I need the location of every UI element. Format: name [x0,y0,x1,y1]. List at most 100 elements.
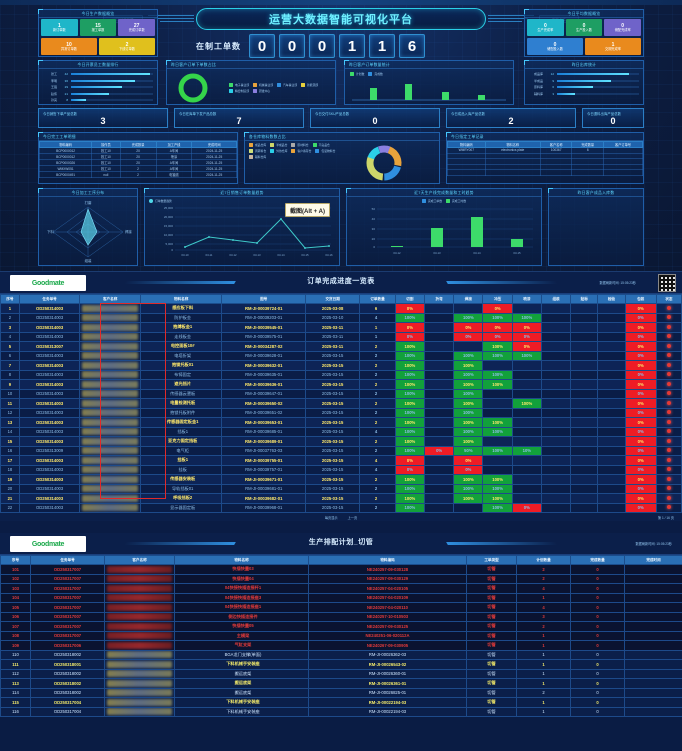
table-row[interactable]: BCP0000491 null 2 电镀线 2024-11-25 [38,171,237,178]
footer-page-size-label[interactable]: 每页显示 [324,515,338,520]
table-row[interactable]: 15 OD250314003 亚克力固定挡板 RM-JI-00039689-01 202… [0,436,682,447]
cell-progress-2 [453,303,484,314]
table-row[interactable]: 102 OD250317007 快插快量04 NE240257-09-030129 切管… [0,573,682,584]
col-header-4[interactable]: 图号 [221,294,306,304]
cell-qty: 4 [359,426,396,437]
table-row[interactable]: 101 OD250317007 快插快量03 NE240257-09-030128 切管… [0,564,682,575]
table-row[interactable]: 22 OD250314003 显示器固定板 RM-JI-00039968-01 2025… [0,502,682,513]
table-row[interactable]: 13 OD250314003 传感器固定板金1 RM-JI-00039653-01 20… [0,417,682,428]
col-header-10[interactable]: 冲压 [482,294,513,304]
col-header-6[interactable]: 订单数量 [359,294,396,304]
col-header-11[interactable]: 喷漆 [511,294,542,304]
cell-progress-2: 100% [453,398,484,409]
col2-header-3[interactable]: 物料名称 [174,555,309,565]
cell-status-dot [655,341,682,352]
table-row[interactable]: 113 OD250318002 搬运底架 RM-JI-00026361-01 切管 1 0 [0,678,682,689]
table-row[interactable]: 17 OD250314003 挂板1 RM-JI-00039755-01 2025-03… [0,455,682,466]
col-header-16[interactable]: 状态 [655,294,682,304]
cell-due-date: 2025-03-15 [304,350,361,361]
production-plan-refresh-meta: 数据刷新时间: 15:05:23秒 [635,542,673,546]
table-row[interactable]: 116 OD250317004 下料机械手安装座 RM-JI-00022194-03 切… [0,706,682,717]
table-row[interactable]: 106 OD250317007 侧边快插连接件 NE240257-10-010503 切… [0,611,682,622]
table-row[interactable]: 108 OD250317007 主横梁 NE240251-06-020112A 切管 1 0 [0,630,682,641]
table-row[interactable]: 115 OD250317004 下料机械手安装座 RM-JI-00022194-03 切… [0,697,682,708]
col-header-8[interactable]: 折弯 [424,294,455,304]
table-row[interactable]: 6 OD250314003 电塔折架 RM-JI-00039628-01 2025-03… [0,350,682,361]
col-header-15[interactable]: 包装 [624,294,657,304]
cell-drawing-no: RM-JI-00034287-02 [221,341,306,352]
table-row[interactable]: 9 OD250314003 遮光挡片 RM-JI-00039636-01 2025-03… [0,379,682,390]
table-row[interactable]: 16 OD250313009 电气柜 RM-JI-00037763-03 2025-03… [0,445,682,456]
cell-status-dot [655,474,682,485]
table-row[interactable]: 14 OD250314003 挡板1 RM-JI-00039685-01 2025-03… [0,426,682,437]
table-row[interactable]: 5 OD250313007 电控面板10# RM-JI-00034287-02 2025… [0,341,682,352]
cell-finish-time [624,687,682,698]
col2-header-8[interactable]: 完成时间 [624,555,682,565]
completed-workorder-table: 物料编码 操作员 完成数量 加工产线 完成时间 BCP0000012 钱工10 20 A车间 20… [38,141,237,178]
table-row[interactable]: 7 OD250314003 抱锁托板01 RM-JI-00039632-01 2025-… [0,360,682,371]
table-row[interactable]: 109 OD250317006 气缸支架 NE240267-09-030905 切管 1 0 [0,640,682,651]
cell-progress-6 [570,417,599,428]
table-row[interactable]: 105 OD250317007 04快接快插连接座1 NE240257-04-0201… [0,602,682,613]
table-row[interactable]: 8 OD250314003 布铸固定 RM-JI-00039635-01 2025-03… [0,369,682,380]
col-header-12[interactable]: 组装 [540,294,572,304]
table-row[interactable]: 111 OD250318001 下料机械手安装座 RM-JI-00026543-02 切… [0,659,682,670]
col-header-7[interactable]: 切割 [394,294,426,304]
col-header-5[interactable]: 交货日期 [304,294,361,304]
col2-header-1[interactable]: 任务单号 [30,555,105,565]
col2-header-6[interactable]: 计划数量 [516,555,571,565]
qr-code-icon[interactable] [658,274,676,292]
table-row[interactable]: 18 OD250314003 挂板 RM-JI-00039757-01 2025-03-… [0,464,682,475]
cell-progress-3: 100% [482,426,513,437]
order-quantity-title: 昨日客户订单数量统计 [345,61,513,69]
footer-prev-page[interactable]: 上一页 [347,515,358,520]
col2-header-7[interactable]: 完成数量 [570,555,625,565]
cell-status-dot [655,417,682,428]
table-row[interactable]: 4 OD250314003 走线板金 RM-JI-00039575-01 2025-03… [0,331,682,342]
cell-order-no: OD250318002 [30,668,105,679]
table-row[interactable]: 12 OD250314003 抱锁托板附件 RM-JI-00039651-02 2025… [0,407,682,418]
table-row[interactable]: 21 OD250314003 呼吸挡板2 RM-JI-00039682-01 2025-… [0,493,682,504]
cell-status-dot [655,312,682,323]
cell-progress-6 [570,436,599,447]
cell-progress-7 [597,493,626,504]
svg-text:组装: 组装 [85,258,92,263]
legend-item-1: 完成工时数 [446,199,466,203]
col-header-13[interactable]: 贴标 [570,294,599,304]
table-row[interactable]: 104 OD250317007 04快接快插连接座3 NE240257-04-0201… [0,592,682,603]
cell-progress-0: 0% [394,331,426,342]
table-row[interactable]: 10 OD250314003 传感器云罩板 RM-JI-00039647-01 2025… [0,388,682,399]
assigned-workorder-panel: 今日指定工单记录 物料编码 物料名称 客户名称 完成数量 客户订单号 WMRY007 ele… [446,132,644,184]
col2-header-5[interactable]: 工单类型 [466,555,517,565]
cell-progress-8: 0% [624,417,657,428]
col2-header-0[interactable]: 序号 [0,555,31,565]
cell-due-date: 2025-03-15 [304,436,361,447]
table-row[interactable]: 20 OD250314003 导轨挡板01 RM-JI-00039681-01 2025… [0,483,682,494]
order-progress-header: Goodmate 订单完成进度一览表 数据刷新时间: 15:05:23秒 [0,272,682,294]
table-row[interactable]: 2 OD250314003 防护板金 RM-JI-00039203-01 2025-03… [0,312,682,323]
customer-inbound-panel: 昨日客户成品入库数 [548,188,644,266]
table-row[interactable]: 103 OD250317007 04快接快插连接杆1 NE240257-04-0201… [0,583,682,594]
table-row[interactable]: 11 OD250314003 电量检测托板 RM-JI-00039650-02 2025… [0,398,682,409]
cell-progress-4 [511,474,542,485]
cell-index: 20 [0,483,20,494]
table-row[interactable]: 107 OD250317007 快插快量05 NE240257-09-030125 切管… [0,621,682,632]
cell-progress-7 [597,436,626,447]
col2-header-2[interactable]: 客户名称 [104,555,175,565]
table-row[interactable]: 1 OD250314003 感应板下料 RM-JI-00039724-01 2025-0… [0,303,682,314]
col-header-14[interactable]: 检验 [597,294,626,304]
table-row[interactable]: 3 OD250314003 抱缚板金1 RM-JI-00039545-01 2025-0… [0,322,682,333]
col-header-0[interactable]: 序号 [0,294,20,304]
col2-header-4[interactable]: 物料编码 [308,555,467,565]
cell-index: 10 [0,388,20,399]
col-header-3[interactable]: 物料名称 [139,294,223,304]
col-header-2[interactable]: 客户名称 [79,294,141,304]
table-row[interactable]: 110 OD250318002 BGA龙门支撑(单面) RM-JI-00026362-… [0,649,682,660]
col-header-9[interactable]: 焊接 [453,294,484,304]
kpi-card-2: 27 完成订单数 [118,19,156,36]
table-row[interactable]: 112 OD250318002 搬运底架 RM-JI-00026360-01 切管 1 0 [0,668,682,679]
col-header-1[interactable]: 任务单号 [18,294,81,304]
table-row[interactable]: 114 OD250318002 搬运底架 RM-JI-00026825-01 切管 2 0 [0,687,682,698]
cell-progress-3: 100% [482,502,513,513]
table-row[interactable]: 19 OD250314003 传感器安装板 RM-JI-00039671-01 2025… [0,474,682,485]
